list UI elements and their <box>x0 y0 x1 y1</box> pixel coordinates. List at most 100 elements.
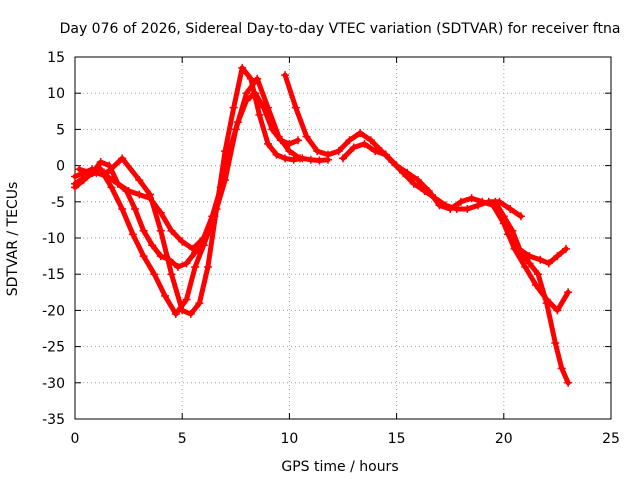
y-tick-label: -5 <box>51 195 65 211</box>
data-point <box>323 150 332 159</box>
series-track-8 <box>71 157 208 271</box>
data-point <box>156 252 165 261</box>
data-point <box>191 262 200 271</box>
data-point <box>281 71 290 80</box>
data-point <box>504 230 513 239</box>
data-point <box>499 212 508 221</box>
y-tick-label: -30 <box>42 376 65 392</box>
y-tick-label: -10 <box>42 231 65 247</box>
data-point <box>118 205 127 214</box>
y-tick-label: 10 <box>47 86 65 102</box>
data-point <box>508 226 517 235</box>
y-tick-label: -20 <box>42 303 65 319</box>
data-point <box>272 150 281 159</box>
data-point <box>274 132 283 141</box>
data-point <box>366 136 375 145</box>
data-point <box>345 136 354 145</box>
data-point <box>296 154 305 163</box>
y-tick-label: -25 <box>42 340 65 356</box>
data-point <box>253 74 262 83</box>
series-track-3 <box>75 74 305 319</box>
x-tick-label: 10 <box>280 431 298 447</box>
data-point <box>534 270 543 279</box>
data-point <box>463 205 472 214</box>
data-point <box>478 197 487 206</box>
series-line <box>282 72 524 219</box>
x-tick-label: 5 <box>178 431 187 447</box>
data-point <box>71 183 79 192</box>
x-tick-label: 15 <box>388 431 406 447</box>
data-point <box>544 259 553 268</box>
data-point <box>525 259 534 268</box>
data-point <box>293 136 302 145</box>
data-point <box>409 179 418 188</box>
y-tick-label: 5 <box>56 122 65 138</box>
data-point <box>349 143 358 152</box>
data-point <box>167 270 176 279</box>
grid-lines <box>75 57 611 419</box>
data-point <box>553 252 562 261</box>
data-point <box>467 194 476 203</box>
data-point <box>107 183 116 192</box>
data-point <box>289 155 298 164</box>
series-track-7 <box>504 230 570 268</box>
data-point <box>446 205 455 214</box>
data-point <box>161 291 170 300</box>
data-point <box>456 197 465 206</box>
data-point <box>551 338 560 347</box>
data-point <box>113 179 122 188</box>
data-point <box>360 139 369 148</box>
y-tick-label: 15 <box>47 50 65 66</box>
data-point <box>195 299 204 308</box>
data-point <box>210 212 219 221</box>
data-point <box>525 252 534 261</box>
data-point <box>263 103 272 112</box>
data-point <box>150 270 159 279</box>
data-point <box>435 201 444 210</box>
series-line <box>72 159 207 270</box>
data-point <box>71 172 79 181</box>
x-tick-label: 0 <box>71 431 80 447</box>
data-point <box>339 154 347 163</box>
data-point <box>148 241 157 250</box>
data-point <box>122 186 131 195</box>
data-point <box>315 156 324 165</box>
data-point <box>557 364 566 373</box>
x-tick-label: 25 <box>602 431 620 447</box>
data-point <box>139 252 148 261</box>
data-point <box>178 237 187 246</box>
data-point <box>167 226 176 235</box>
data-point <box>135 176 144 185</box>
data-point <box>156 208 165 217</box>
data-point <box>291 103 300 112</box>
data-point <box>128 230 137 239</box>
data-point <box>75 165 84 174</box>
data-point <box>334 147 343 156</box>
data-point <box>392 161 401 170</box>
series-track-5 <box>339 139 573 315</box>
axis-ticks <box>74 56 612 420</box>
data-point <box>553 306 562 315</box>
data-point <box>88 168 97 177</box>
y-axis-label: SDTVAR / TECUs <box>5 182 21 297</box>
data-point <box>242 89 251 98</box>
data-point <box>182 295 191 304</box>
data-point <box>191 248 200 257</box>
data-point <box>306 155 315 164</box>
data-series <box>71 63 573 387</box>
data-point <box>186 310 195 319</box>
data-point <box>371 147 380 156</box>
x-axis-label: GPS time / hours <box>281 459 398 475</box>
x-tick-label: 20 <box>495 431 513 447</box>
series-line <box>76 76 303 317</box>
data-point <box>255 110 264 119</box>
data-point <box>221 176 230 185</box>
data-point <box>564 288 573 297</box>
data-point <box>156 226 165 235</box>
data-point <box>173 262 182 271</box>
y-tick-label: -15 <box>42 267 65 283</box>
data-point <box>199 241 208 250</box>
data-point <box>96 157 105 166</box>
chart-title: Day 076 of 2026, Sidereal Day-to-day VTE… <box>60 21 621 37</box>
